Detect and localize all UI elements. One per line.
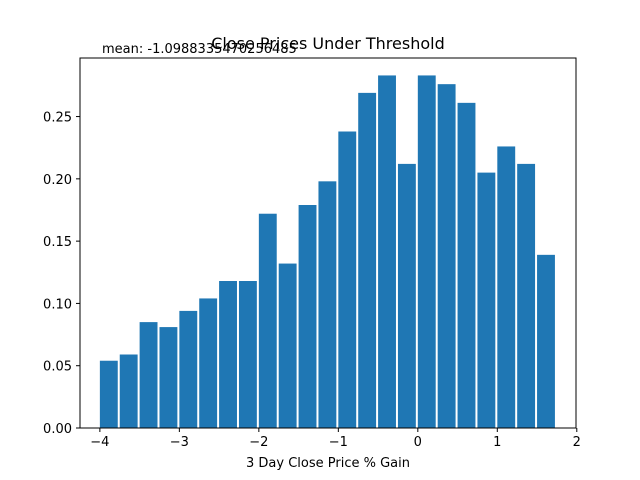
- x-tick-label: −2: [249, 435, 268, 450]
- x-axis-ticks: −4 −3 −2 −1 0 1 2: [90, 428, 581, 450]
- y-tick-label: 0.10: [43, 297, 72, 312]
- histogram-bar: [397, 163, 416, 428]
- histogram-bar: [378, 75, 396, 428]
- y-tick-label: 0.00: [43, 422, 72, 437]
- histogram-bar: [517, 163, 536, 428]
- x-tick-label: 2: [573, 435, 581, 450]
- histogram-bar: [457, 102, 476, 428]
- histogram-bar: [119, 354, 138, 428]
- y-tick-label: 0.05: [43, 360, 72, 375]
- histogram-bar: [258, 213, 277, 428]
- x-tick-label: 1: [493, 435, 501, 450]
- x-tick-label: 0: [414, 435, 422, 450]
- histogram-bar: [298, 205, 317, 428]
- histogram-bar: [199, 298, 218, 428]
- histogram-bar: [477, 172, 496, 428]
- histogram-bar: [159, 327, 178, 428]
- x-axis-label: 3 Day Close Price % Gain: [246, 456, 410, 471]
- chart-title: Close Prices Under Threshold: [211, 34, 445, 53]
- x-tick-label: −3: [170, 435, 189, 450]
- histogram-bar: [437, 84, 456, 428]
- y-tick-label: 0.20: [43, 173, 72, 188]
- bars-group: [99, 75, 555, 428]
- x-tick-label: −1: [329, 435, 348, 450]
- histogram-bar: [278, 263, 297, 428]
- histogram-bar: [358, 92, 377, 428]
- y-tick-label: 0.25: [43, 111, 72, 126]
- histogram-bar: [238, 281, 257, 428]
- histogram-bar: [537, 254, 555, 428]
- histogram-bar: [99, 360, 118, 428]
- mean-annotation: mean: -1.0988335470256485: [102, 42, 297, 57]
- histogram-bar: [417, 75, 436, 428]
- histogram-bar: [338, 131, 357, 428]
- histogram-bar: [497, 146, 516, 428]
- histogram-bar: [219, 281, 237, 428]
- x-tick-label: −4: [90, 435, 109, 450]
- axes-frame: [79, 57, 577, 429]
- histogram-bar: [318, 181, 337, 428]
- histogram-bar: [139, 322, 158, 428]
- y-axis-ticks: 0.00 0.05 0.10 0.15 0.20 0.25: [43, 111, 80, 437]
- histogram-bar: [179, 310, 198, 428]
- y-tick-label: 0.15: [43, 235, 72, 250]
